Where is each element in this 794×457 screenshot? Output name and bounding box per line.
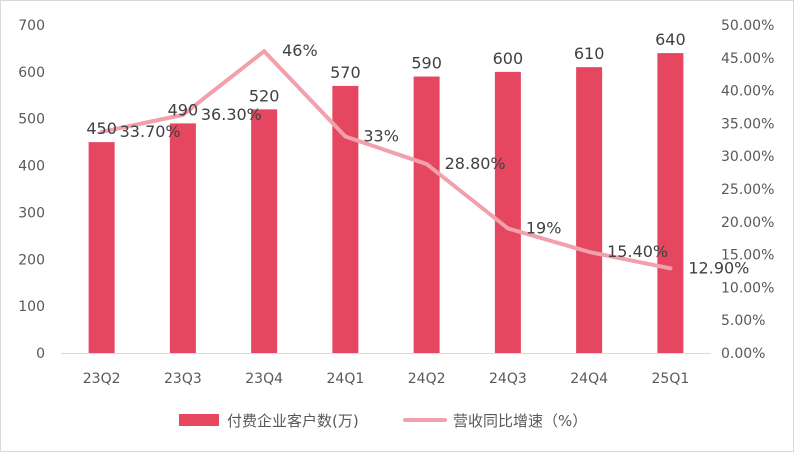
- series-line: [99, 49, 673, 271]
- y-left-tick-label: 200: [18, 252, 45, 268]
- y-left-tick-label: 0: [36, 346, 45, 362]
- bar-data-label: 520: [249, 86, 280, 105]
- line-point: [587, 249, 592, 254]
- x-tick-label: 23Q4: [245, 371, 283, 387]
- y-right-tick-label: 25.00%: [721, 182, 774, 198]
- bar: [169, 123, 196, 354]
- y-right-tick-label: 35.00%: [721, 116, 774, 132]
- y-right-tick-label: 50.00%: [721, 18, 774, 34]
- y-left-tick-label: 400: [18, 159, 45, 175]
- line-data-label: 46%: [282, 41, 318, 60]
- bar: [413, 76, 440, 354]
- bar-data-label: 450: [86, 119, 117, 138]
- line-data-label: 33.70%: [120, 122, 181, 141]
- line-data-label: 15.40%: [607, 242, 668, 261]
- line-point: [424, 162, 429, 167]
- y-right-tick-label: 15.00%: [721, 248, 774, 264]
- x-tick-label: 23Q2: [83, 371, 121, 387]
- line-point: [99, 129, 104, 134]
- bar: [657, 53, 684, 353]
- y-right-tick-label: 5.00%: [721, 313, 765, 329]
- x-tick-label: 25Q1: [652, 371, 690, 387]
- y-right-tick-label: 30.00%: [721, 149, 774, 165]
- line-data-label: 36.30%: [201, 105, 262, 124]
- bar-data-label: 570: [330, 63, 361, 82]
- x-tick-label: 24Q4: [570, 371, 608, 387]
- bar: [576, 67, 603, 354]
- x-tick-label: 24Q1: [327, 371, 365, 387]
- y-left-tick-label: 500: [18, 112, 45, 128]
- bar: [494, 71, 521, 353]
- y-right-tick-label: 20.00%: [721, 215, 774, 231]
- bar-data-label: 600: [493, 49, 524, 68]
- line-data-label: 28.80%: [445, 154, 506, 173]
- y-right-tick-label: 45.00%: [721, 51, 774, 67]
- line-point: [505, 226, 510, 231]
- line-data-label: 19%: [526, 218, 562, 237]
- line-data-label: 33%: [363, 127, 399, 146]
- bar-data-label: 640: [655, 30, 686, 49]
- y-left-tick-label: 100: [18, 299, 45, 315]
- y-right-tick-label: 10.00%: [721, 280, 774, 296]
- bar: [332, 85, 359, 354]
- line-point: [262, 49, 267, 54]
- bar-data-label: 490: [168, 100, 199, 119]
- bar: [88, 142, 115, 353]
- x-tick-label: 23Q3: [164, 371, 202, 387]
- line-point: [343, 134, 348, 139]
- legend-bar-swatch: [179, 414, 219, 426]
- bar: [251, 109, 278, 353]
- x-tick-label: 24Q3: [489, 371, 527, 387]
- y-right-tick-label: 0.00%: [721, 346, 765, 362]
- bar-data-label: 590: [411, 54, 442, 73]
- y-left-tick-label: 700: [18, 18, 45, 34]
- y-left-tick-label: 600: [18, 65, 45, 81]
- y-right-tick-label: 40.00%: [721, 84, 774, 100]
- line-point: [668, 266, 673, 271]
- line-point: [180, 112, 185, 117]
- x-tick-label: 24Q2: [408, 371, 446, 387]
- bar-data-label: 610: [574, 44, 605, 63]
- line-data-label: 12.90%: [688, 258, 749, 277]
- legend-bar-label: 付费企业客户数(万): [227, 412, 359, 430]
- legend-line-label: 营收同比增速（%）: [453, 412, 587, 430]
- y-left-tick-label: 300: [18, 205, 45, 221]
